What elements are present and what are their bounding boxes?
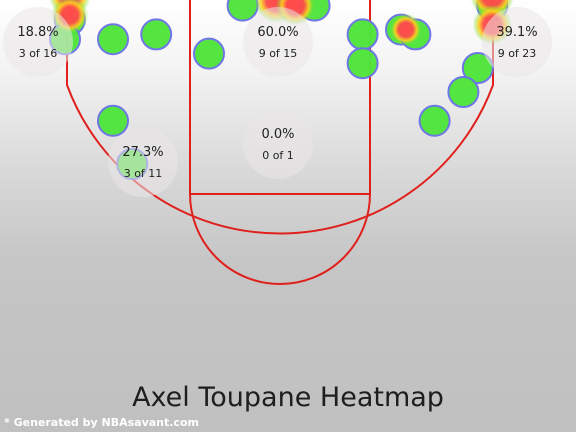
zone-restricted-area: 60.0% 9 of 15: [243, 7, 313, 77]
three-point-line: [66, 0, 494, 235]
zone-bubble: [243, 109, 313, 179]
missed-shot-11: [461, 52, 494, 84]
zone-percentage: 0.0%: [261, 127, 294, 142]
missed-shot-5: [97, 104, 129, 137]
zone-bubble: [243, 7, 313, 77]
missed-shot-4: [193, 37, 225, 70]
zone-made-of: 0 of 1: [262, 149, 294, 162]
zone-made-of: 3 of 16: [19, 47, 58, 60]
free-throw-circle: [189, 193, 371, 285]
zone-percentage: 60.0%: [257, 25, 298, 40]
zone-bubble: [108, 127, 178, 197]
zone-bubble: [482, 7, 552, 77]
missed-shot-3: [140, 18, 173, 51]
missed-shot-7: [346, 18, 379, 51]
court-lines: [66, 0, 494, 285]
missed-shot-12: [418, 104, 451, 137]
zone-left-corner-three: 18.8% 3 of 16: [3, 7, 73, 77]
zone-percentage: 18.8%: [17, 25, 58, 40]
zone-labels: 18.8% 3 of 16 60.0% 9 of 15 39.1% 9 of 23 27.3…: [3, 7, 552, 197]
zone-left-mid-range: 27.3% 3 of 11: [108, 127, 178, 197]
zone-made-of: 3 of 11: [124, 167, 163, 180]
footer-credit: * Generated by NBAsavant.com: [4, 416, 199, 429]
zone-percentage: 27.3%: [122, 145, 163, 160]
missed-shot-13: [447, 76, 480, 108]
zone-made-of: 9 of 15: [259, 47, 298, 60]
zone-bubble: [3, 7, 73, 77]
paint-lane: [189, 0, 371, 195]
missed-shot-2: [97, 23, 129, 56]
zone-made-of: 9 of 23: [498, 47, 537, 60]
zone-right-corner-three: 39.1% 9 of 23: [482, 7, 552, 77]
chart-title: Axel Toupane Heatmap: [132, 382, 444, 413]
missed-shot-8: [346, 47, 379, 80]
heat-spot-6: [389, 13, 422, 46]
zone-paint-non-ra: 0.0% 0 of 1: [243, 109, 313, 179]
zone-percentage: 39.1%: [496, 25, 537, 40]
